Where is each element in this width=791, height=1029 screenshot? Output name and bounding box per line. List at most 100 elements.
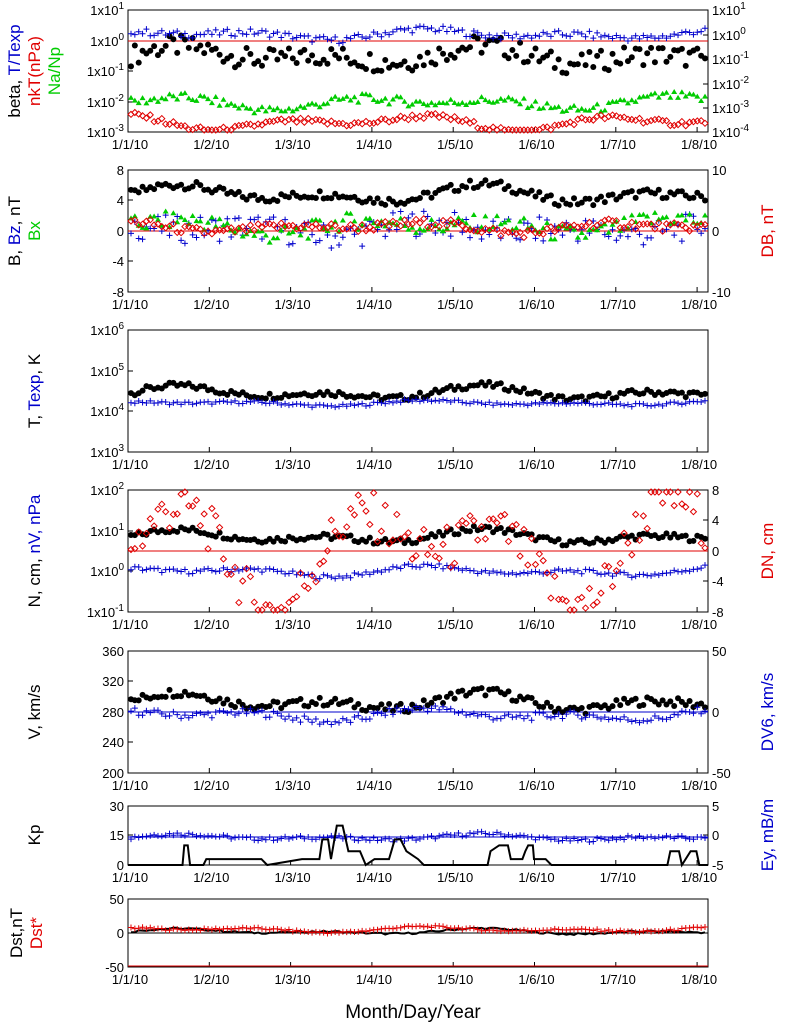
data-point [405, 706, 412, 713]
data-point [359, 243, 366, 250]
data-point [278, 926, 285, 933]
data-point [216, 238, 223, 245]
data-point [332, 33, 339, 40]
data-point [617, 702, 624, 709]
data-point [161, 508, 170, 516]
panel-frame [127, 9, 709, 133]
data-point [297, 401, 304, 408]
data-point [396, 112, 405, 120]
data-point [174, 49, 181, 56]
right-tick-label: 1x10-3 [712, 99, 750, 116]
data-point [243, 31, 250, 38]
data-point [520, 385, 527, 392]
data-point [158, 500, 166, 508]
data-point [578, 114, 586, 122]
data-point [459, 26, 466, 33]
data-point [582, 33, 589, 40]
data-point [574, 29, 581, 36]
data-point [178, 568, 185, 575]
data-point [628, 218, 636, 227]
series-T_Texp [128, 23, 708, 47]
data-point [605, 33, 612, 40]
data-point [174, 528, 181, 535]
data-point [420, 525, 428, 534]
data-point [139, 95, 146, 101]
right-tick-label: 1x10-4 [712, 123, 750, 140]
data-point [401, 923, 408, 930]
data-point [644, 50, 651, 57]
data-point [647, 116, 655, 125]
data-point [594, 29, 601, 36]
data-point [467, 33, 474, 40]
data-point [242, 227, 251, 236]
data-point [409, 67, 416, 74]
data-point [343, 523, 351, 531]
data-point [362, 569, 369, 576]
data-point [463, 220, 470, 226]
data-point [319, 224, 328, 233]
data-point [643, 524, 651, 533]
data-point [682, 532, 689, 539]
y-axis-label-left-2: nkT(nPa) [25, 36, 44, 106]
data-point [459, 99, 466, 105]
data-point [292, 592, 301, 601]
data-point [289, 221, 297, 230]
data-point [289, 55, 296, 62]
left-tick-label: 1x10-3 [87, 123, 125, 140]
data-point [355, 401, 362, 408]
data-point [270, 47, 277, 54]
data-point [590, 104, 597, 110]
data-point [447, 563, 455, 571]
data-point [366, 215, 373, 221]
data-point [247, 51, 254, 58]
data-point [520, 832, 527, 839]
data-point [540, 834, 547, 841]
data-point [289, 115, 297, 123]
data-point [482, 97, 489, 103]
data-point [513, 400, 520, 407]
data-point [524, 561, 532, 569]
data-point [544, 52, 551, 59]
data-point [651, 225, 659, 233]
data-point [208, 401, 215, 408]
data-point [386, 101, 393, 107]
data-point [424, 189, 431, 196]
data-point [328, 832, 335, 839]
data-point [474, 399, 481, 406]
data-point [401, 26, 408, 33]
data-point [585, 584, 594, 593]
data-point [278, 568, 285, 575]
data-point [663, 89, 670, 95]
left-tick-label: 1x103 [90, 443, 124, 460]
data-point [517, 236, 524, 243]
data-point [559, 393, 566, 400]
data-point [328, 402, 335, 409]
data-point [474, 536, 482, 544]
data-point [594, 714, 601, 721]
data-point [555, 103, 562, 109]
data-point [694, 29, 701, 36]
data-point [131, 216, 139, 224]
left-tick-label: 50 [110, 892, 124, 907]
right-tick-label: 1x10-2 [712, 75, 750, 92]
data-point [277, 603, 285, 612]
data-point [682, 28, 689, 35]
data-point [301, 46, 308, 53]
data-point [366, 195, 373, 202]
y-axis-label-left-3: Na/Np [45, 47, 64, 95]
data-point [397, 25, 404, 32]
data-point [158, 222, 166, 231]
data-point [232, 712, 239, 719]
data-point [362, 35, 369, 42]
data-point [571, 102, 578, 108]
data-point [651, 59, 658, 66]
data-point [702, 25, 708, 32]
data-point [467, 528, 474, 535]
data-point [678, 221, 686, 229]
data-point [393, 219, 401, 228]
data-point [143, 225, 150, 231]
data-point [339, 715, 346, 722]
data-point [373, 219, 382, 227]
data-point [501, 530, 508, 537]
data-point [246, 120, 255, 128]
